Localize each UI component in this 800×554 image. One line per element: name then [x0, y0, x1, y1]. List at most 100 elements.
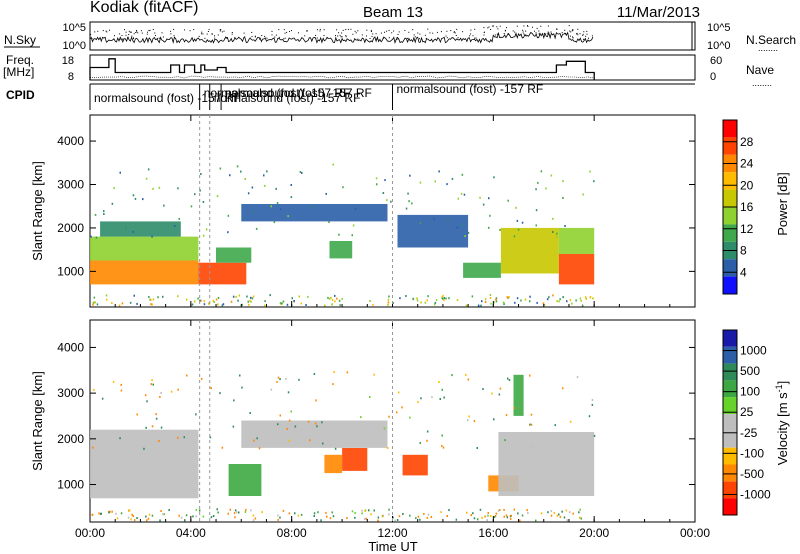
nsearch-point: [128, 30, 130, 32]
velocity-scatter: [92, 446, 94, 449]
power-speckle: [456, 299, 459, 302]
power-speckle: [426, 299, 428, 302]
velocity-speckle: [132, 515, 134, 518]
nsearch-point: [284, 32, 286, 34]
power-speckle: [433, 303, 436, 306]
nsearch-point: [556, 28, 558, 30]
velocity-speckle: [202, 515, 205, 518]
nsearch-point: [386, 30, 388, 32]
freq-right-tick-top: 60: [710, 55, 722, 67]
power-speckle: [249, 299, 251, 302]
velocity-speckle: [409, 514, 411, 517]
nsearch-point: [472, 35, 474, 37]
power-speckle: [217, 303, 219, 306]
velocity-scatter: [143, 447, 145, 450]
power-speckle: [191, 303, 194, 306]
power-speckle: [516, 297, 519, 300]
nsearch-point: [283, 29, 285, 31]
velocity-speckle: [346, 517, 348, 520]
velocity-scatter: [369, 396, 371, 398]
power-scatter: [103, 210, 105, 213]
nsearch-point: [507, 33, 509, 35]
power-scatter: [434, 180, 436, 183]
nsearch-point: [125, 31, 127, 33]
nsearch-point: [388, 29, 390, 31]
nsearch-point: [429, 32, 431, 34]
nsearch-point: [319, 28, 321, 30]
velocity-speckle: [396, 519, 399, 521]
velocity-scatter: [286, 427, 288, 430]
power-scatter: [552, 231, 554, 233]
power-speckle: [484, 301, 487, 303]
power-scatter: [244, 178, 246, 180]
power-scatter: [219, 167, 222, 170]
power-scatter: [521, 221, 524, 224]
power-speckle: [443, 297, 446, 299]
velocity-speckle: [180, 516, 183, 519]
nsearch-point: [283, 38, 285, 40]
nsearch-point: [259, 38, 260, 40]
power-scatter: [227, 231, 229, 234]
power-scatter: [556, 235, 558, 238]
velocity-scatter: [576, 376, 579, 379]
velocity-scatter: [530, 413, 533, 416]
power-speckle: [324, 304, 326, 307]
velocity-scatter: [200, 377, 203, 380]
nsearch-point: [564, 32, 566, 34]
power-scatter: [535, 188, 537, 191]
cpid-mode-label: normalsound (fost) -157 RF: [204, 86, 351, 100]
power-scatter: [273, 221, 276, 224]
velocity-speckle: [510, 514, 512, 517]
velocity-colorbar-cell: [723, 430, 737, 448]
nsearch-point: [173, 35, 175, 37]
velocity-speckle: [317, 511, 319, 514]
velocity-speckle: [556, 514, 559, 517]
power-scatter: [275, 187, 277, 190]
nsearch-point: [376, 38, 378, 40]
power-scatter: [299, 171, 302, 173]
power-speckle: [387, 303, 389, 306]
velocity-colorbar-tick-label: -1000: [740, 487, 771, 501]
power-speckle: [247, 300, 249, 303]
velocity-scatter: [287, 391, 290, 394]
power-scatter: [142, 198, 144, 201]
velocity-scatter: [288, 439, 291, 442]
velocity-speckle: [505, 514, 508, 517]
nsearch-point: [470, 29, 472, 31]
nsearch-point: [109, 29, 110, 31]
velocity-speckle: [455, 518, 458, 521]
velocity-scatter: [467, 419, 469, 422]
power-scatter: [352, 224, 355, 227]
power-ylabel: Slant Range [km]: [30, 161, 45, 261]
nsearch-point: [406, 37, 408, 39]
velocity-speckle: [111, 510, 113, 513]
velocity-speckle: [430, 516, 433, 518]
power-speckle: [388, 295, 390, 298]
velocity-colorbar-tick-label: 500: [740, 364, 760, 378]
power-speckle: [286, 303, 289, 306]
power-speckle: [237, 299, 239, 302]
velocity-scatter: [119, 437, 121, 440]
nsearch-point: [148, 30, 150, 32]
nsearch-point: [404, 29, 406, 31]
power-scatter: [287, 215, 289, 218]
nsearch-point: [497, 28, 499, 30]
nsearch-point: [254, 36, 256, 38]
nave-marker: ........: [752, 78, 772, 88]
velocity-speckle: [373, 509, 375, 512]
power-scatter: [158, 186, 161, 189]
power-speckle: [589, 296, 592, 299]
power-speckle: [334, 294, 336, 297]
velocity-scatter: [504, 439, 506, 442]
velocity-scatter: [588, 415, 591, 418]
power-scatter: [384, 179, 386, 182]
power-speckle: [580, 299, 582, 302]
power-region-10: [558, 254, 595, 285]
nsearch-point: [189, 30, 191, 32]
nsearch-point: [225, 36, 227, 38]
nsearch-point: [547, 25, 549, 27]
x-tick-label: 12:00: [377, 526, 407, 540]
power-speckle: [416, 297, 418, 300]
velocity-speckle: [361, 509, 363, 512]
